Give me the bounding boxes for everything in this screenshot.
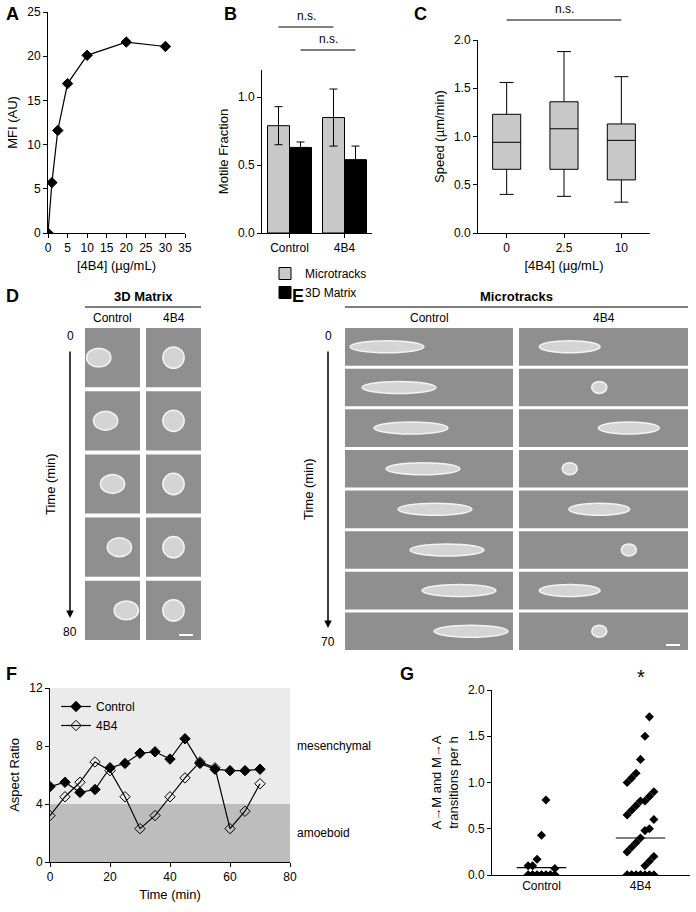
svg-text:*: * — [637, 666, 645, 688]
svg-text:20: 20 — [27, 49, 41, 63]
svg-text:4B4: 4B4 — [630, 879, 652, 893]
svg-text:40: 40 — [163, 870, 177, 884]
svg-text:Motile Fraction: Motile Fraction — [216, 109, 231, 194]
svg-text:35: 35 — [178, 241, 192, 255]
svg-text:60: 60 — [223, 870, 237, 884]
svg-text:2.5: 2.5 — [556, 241, 573, 255]
svg-text:3D Matrix: 3D Matrix — [305, 286, 356, 300]
svg-text:3D Matrix: 3D Matrix — [114, 289, 173, 304]
svg-text:4B4: 4B4 — [334, 241, 356, 255]
svg-text:Control: Control — [96, 700, 135, 714]
svg-text:70: 70 — [321, 635, 335, 649]
svg-text:4: 4 — [36, 797, 43, 811]
svg-text:Microtracks: Microtracks — [305, 267, 366, 281]
svg-text:0.0: 0.0 — [468, 868, 485, 882]
svg-text:Control: Control — [522, 879, 561, 893]
svg-text:12: 12 — [29, 681, 43, 695]
svg-text:0.0: 0.0 — [454, 226, 471, 240]
svg-text:G: G — [400, 664, 414, 684]
svg-text:10: 10 — [27, 138, 41, 152]
svg-text:mesenchymal: mesenchymal — [297, 739, 371, 753]
svg-text:20: 20 — [103, 870, 117, 884]
svg-text:0: 0 — [67, 329, 74, 343]
svg-text:Aspect Ratio: Aspect Ratio — [7, 738, 22, 812]
svg-text:[4B4] (µg/mL): [4B4] (µg/mL) — [524, 258, 603, 273]
svg-text:0: 0 — [34, 226, 41, 240]
svg-text:Time (min): Time (min) — [301, 458, 316, 520]
svg-text:C: C — [414, 4, 427, 24]
svg-text:A→M and M→Atransitions per h: A→M and M→Atransitions per h — [429, 735, 461, 829]
svg-text:0.5: 0.5 — [238, 158, 255, 172]
svg-text:0: 0 — [325, 329, 332, 343]
svg-text:4B4: 4B4 — [163, 311, 185, 325]
svg-text:1.0: 1.0 — [454, 130, 471, 144]
svg-text:Control: Control — [93, 311, 132, 325]
svg-text:n.s.: n.s. — [297, 9, 316, 23]
svg-text:25: 25 — [139, 241, 153, 255]
svg-text:4B4: 4B4 — [593, 311, 615, 325]
svg-text:Control: Control — [410, 311, 449, 325]
svg-text:0.5: 0.5 — [454, 178, 471, 192]
svg-text:Control: Control — [270, 241, 309, 255]
svg-text:80: 80 — [63, 625, 77, 639]
svg-text:1.5: 1.5 — [468, 729, 485, 743]
svg-text:0: 0 — [47, 870, 54, 884]
svg-text:80: 80 — [283, 870, 297, 884]
svg-text:0.0: 0.0 — [238, 226, 255, 240]
svg-text:D: D — [6, 286, 19, 306]
svg-text:4B4: 4B4 — [96, 719, 118, 733]
svg-text:15: 15 — [27, 94, 41, 108]
svg-text:amoeboid: amoeboid — [297, 826, 350, 840]
svg-text:[4B4] (µg/mL): [4B4] (µg/mL) — [77, 258, 156, 273]
svg-text:1.0: 1.0 — [238, 90, 255, 104]
svg-text:5: 5 — [64, 241, 71, 255]
svg-text:n.s.: n.s. — [319, 32, 338, 46]
svg-text:30: 30 — [159, 241, 173, 255]
svg-text:B: B — [224, 4, 237, 24]
svg-text:0: 0 — [36, 855, 43, 869]
svg-text:10: 10 — [80, 241, 94, 255]
svg-text:n.s.: n.s. — [555, 2, 574, 16]
svg-text:E: E — [292, 286, 304, 306]
svg-text:2.0: 2.0 — [468, 683, 485, 697]
svg-text:0: 0 — [503, 241, 510, 255]
svg-text:20: 20 — [120, 241, 134, 255]
svg-text:MFI (AU): MFI (AU) — [5, 96, 20, 149]
svg-text:15: 15 — [100, 241, 114, 255]
svg-text:F: F — [6, 664, 17, 684]
svg-text:A: A — [6, 4, 19, 24]
svg-text:Microtracks: Microtracks — [480, 289, 553, 304]
svg-text:25: 25 — [27, 5, 41, 19]
svg-text:10: 10 — [615, 241, 629, 255]
svg-text:Speed (µm/min): Speed (µm/min) — [432, 90, 447, 183]
svg-text:0: 0 — [45, 241, 52, 255]
svg-text:Time (min): Time (min) — [43, 453, 58, 515]
svg-text:Time (min): Time (min) — [139, 887, 201, 902]
svg-text:2.0: 2.0 — [454, 33, 471, 47]
svg-text:5: 5 — [34, 182, 41, 196]
svg-text:8: 8 — [36, 739, 43, 753]
svg-text:0.5: 0.5 — [468, 822, 485, 836]
svg-text:1.5: 1.5 — [454, 81, 471, 95]
svg-text:1.0: 1.0 — [468, 776, 485, 790]
